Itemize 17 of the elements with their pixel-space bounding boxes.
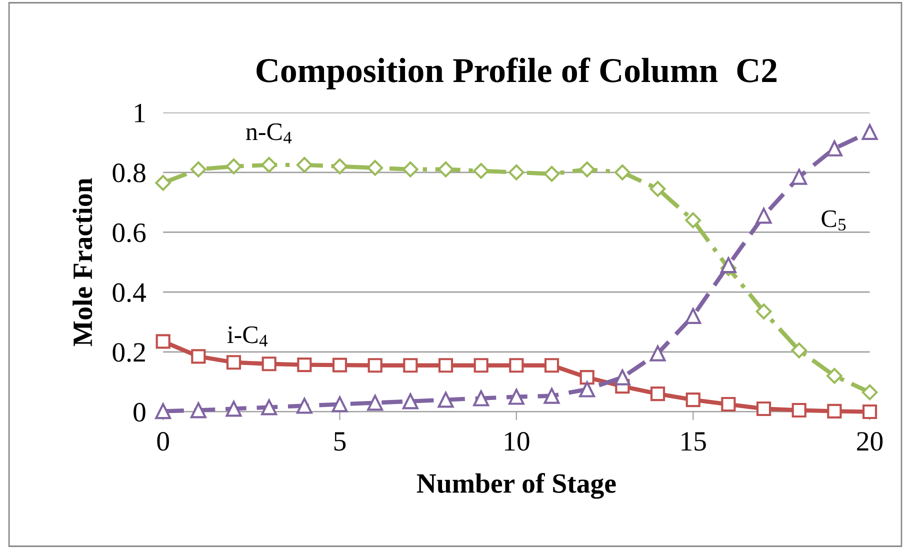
annotation: i-C$_{4}$ [227,326,268,346]
x-tick-label: 0 [157,432,169,451]
y-tick-label: 1 [134,104,145,122]
x-axis-title: Number of Stage [416,473,616,499]
y-tick-label: 0.8 [112,164,146,182]
x-tick-label: 5 [334,432,346,451]
chart-title: Composition Profile of Column C2 [256,58,776,90]
y-tick-label: 0.6 [112,223,146,242]
y-tick-label: 0 [134,402,146,422]
x-tick-label: 15 [682,432,706,451]
x-tick-label: 10 [504,432,530,451]
x-tick-label: 20 [857,432,883,451]
y-axis-title: Mole Fraction [72,178,92,346]
y-tick-label: 0.2 [112,343,145,362]
annotation: C$_{5}$ [822,210,846,231]
annotation: n-C$_{4}$ [246,123,292,144]
y-tick-label: 0.4 [112,283,146,302]
